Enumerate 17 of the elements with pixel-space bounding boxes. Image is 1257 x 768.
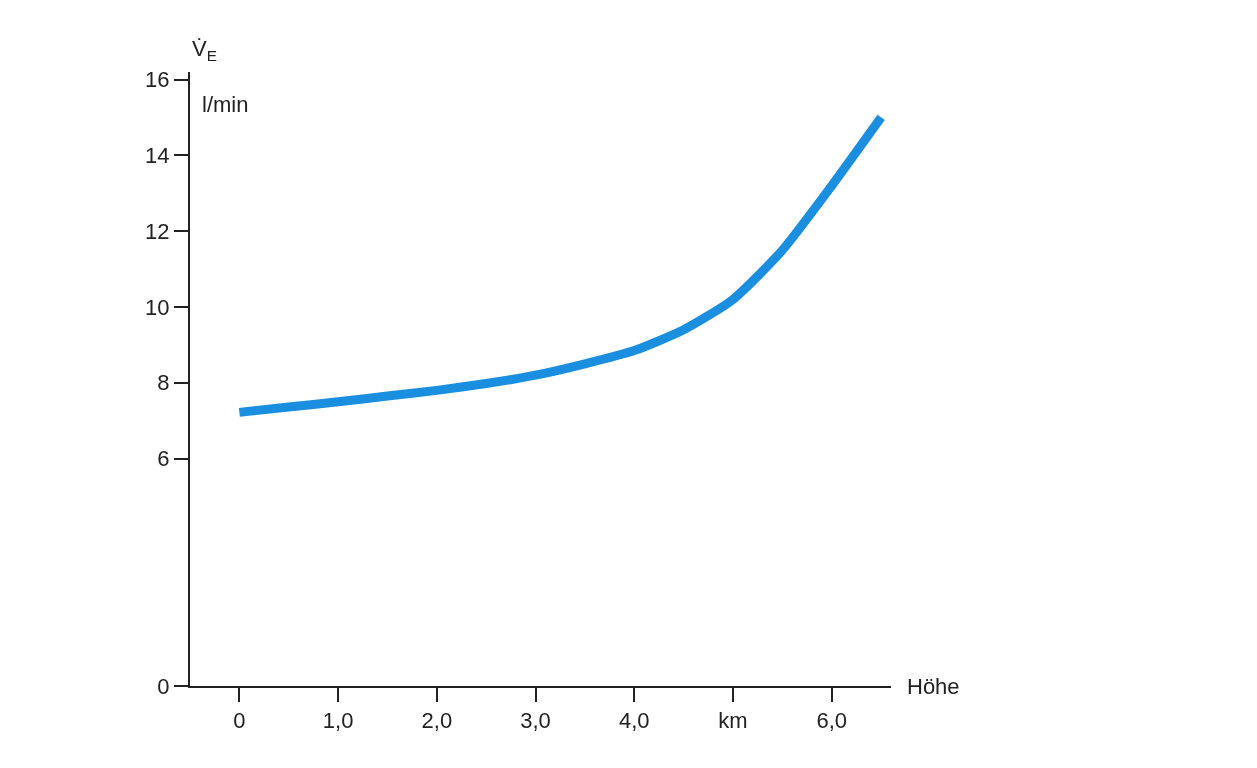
y-tick-label: 8 — [157, 370, 170, 396]
y-tick-label: 6 — [157, 446, 170, 472]
x-tick-label: 6,0 — [816, 708, 848, 734]
x-tick-label: 3,0 — [520, 708, 551, 734]
y-tick-label: 10 — [145, 294, 170, 320]
x-tick-label: km — [718, 708, 748, 734]
y-tick-label: 12 — [145, 218, 170, 244]
x-tick-label: 2,0 — [421, 708, 453, 734]
y-axis-title: V̇$_{E}$ — [192, 36, 217, 64]
annotation: l/min — [202, 92, 249, 117]
y-tick-label: 14 — [145, 143, 170, 169]
x-tick-label: 4,0 — [619, 708, 650, 734]
y-tick-label: 16 — [145, 67, 170, 93]
x-tick-label: 0 — [233, 708, 246, 734]
y-tick-label: 0 — [157, 673, 170, 699]
x-tick-label: 1,0 — [322, 708, 354, 734]
x-axis-title: Höhe — [907, 674, 960, 699]
